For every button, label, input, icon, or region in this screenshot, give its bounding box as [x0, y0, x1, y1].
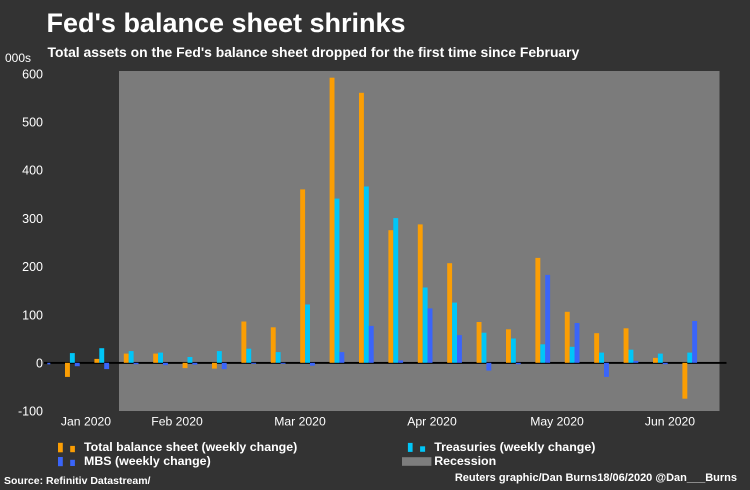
svg-text:300: 300: [22, 212, 43, 226]
svg-text:200: 200: [22, 260, 43, 274]
svg-text:400: 400: [22, 164, 43, 178]
svg-text:Apr 2020: Apr 2020: [407, 415, 457, 429]
svg-text:0: 0: [36, 357, 43, 371]
svg-text:Jan 2020: Jan 2020: [61, 415, 111, 429]
svg-text:100: 100: [22, 308, 43, 322]
svg-text:May 2020: May 2020: [530, 415, 584, 429]
svg-text:-100: -100: [18, 405, 43, 419]
svg-text:600: 600: [22, 67, 43, 81]
svg-text:Feb 2020: Feb 2020: [151, 415, 203, 429]
svg-text:500: 500: [22, 116, 43, 130]
svg-text:Jun 2020: Jun 2020: [645, 415, 695, 429]
svg-text:Mar 2020: Mar 2020: [274, 415, 326, 429]
